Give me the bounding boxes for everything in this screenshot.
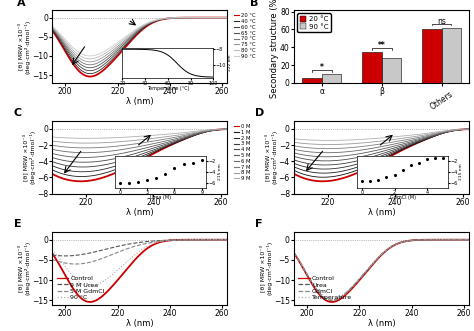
Text: ns: ns xyxy=(437,17,446,26)
Text: B: B xyxy=(250,0,258,8)
X-axis label: λ (nm): λ (nm) xyxy=(368,319,395,328)
Text: F: F xyxy=(255,219,263,229)
Bar xyxy=(441,28,461,83)
X-axis label: λ (nm): λ (nm) xyxy=(126,97,154,106)
Y-axis label: [θ] MRW ×10⁻³
(deg·cm²·dmol⁻¹): [θ] MRW ×10⁻³ (deg·cm²·dmol⁻¹) xyxy=(18,19,31,73)
Legend: 20 °C, 90 °C: 20 °C, 90 °C xyxy=(298,13,331,32)
Text: C: C xyxy=(14,108,22,118)
Legend: 20 °C, 40 °C, 60 °C, 65 °C, 70 °C, 75 °C, 80 °C, 90 °C: 20 °C, 40 °C, 60 °C, 65 °C, 70 °C, 75 °C… xyxy=(232,11,257,61)
Text: Others: Others xyxy=(428,89,455,112)
X-axis label: λ (nm): λ (nm) xyxy=(126,319,154,328)
Y-axis label: Secondary structure (%): Secondary structure (%) xyxy=(270,0,279,98)
X-axis label: λ (nm): λ (nm) xyxy=(126,208,154,217)
Text: A: A xyxy=(17,0,26,8)
Y-axis label: [θ] MRW ×10⁻³
(deg·cm²·dmol⁻¹): [θ] MRW ×10⁻³ (deg·cm²·dmol⁻¹) xyxy=(264,130,277,184)
Text: D: D xyxy=(255,108,264,118)
Y-axis label: [θ] MRW ×10⁻³
(deg·cm²·dmol⁻¹): [θ] MRW ×10⁻³ (deg·cm²·dmol⁻¹) xyxy=(23,130,36,184)
Bar xyxy=(362,52,382,83)
Text: *: * xyxy=(320,63,324,72)
Legend: Control, Urea, GdmCl, Temperature: Control, Urea, GdmCl, Temperature xyxy=(297,275,354,302)
Y-axis label: [θ] MRW ×10⁻³
(deg·cm²·dmol⁻¹): [θ] MRW ×10⁻³ (deg·cm²·dmol⁻¹) xyxy=(18,241,31,295)
Legend: 0 M, 1 M, 2 M, 3 M, 4 M, 5 M, 6 M, 7 M, 8 M, 9 M: 0 M, 1 M, 2 M, 3 M, 4 M, 5 M, 6 M, 7 M, … xyxy=(232,122,252,183)
Y-axis label: [θ] MRW ×10⁻³
(deg·cm²·dmol⁻¹): [θ] MRW ×10⁻³ (deg·cm²·dmol⁻¹) xyxy=(260,241,273,295)
Legend: Control, 9 M Urea, 5 M GdmCl, 90 °C: Control, 9 M Urea, 5 M GdmCl, 90 °C xyxy=(55,275,106,302)
X-axis label: λ (nm): λ (nm) xyxy=(368,208,395,217)
Bar xyxy=(322,74,341,83)
Text: **: ** xyxy=(378,41,385,50)
Bar xyxy=(422,29,441,83)
Bar xyxy=(382,58,401,83)
Text: E: E xyxy=(14,219,21,229)
Bar xyxy=(302,78,322,83)
